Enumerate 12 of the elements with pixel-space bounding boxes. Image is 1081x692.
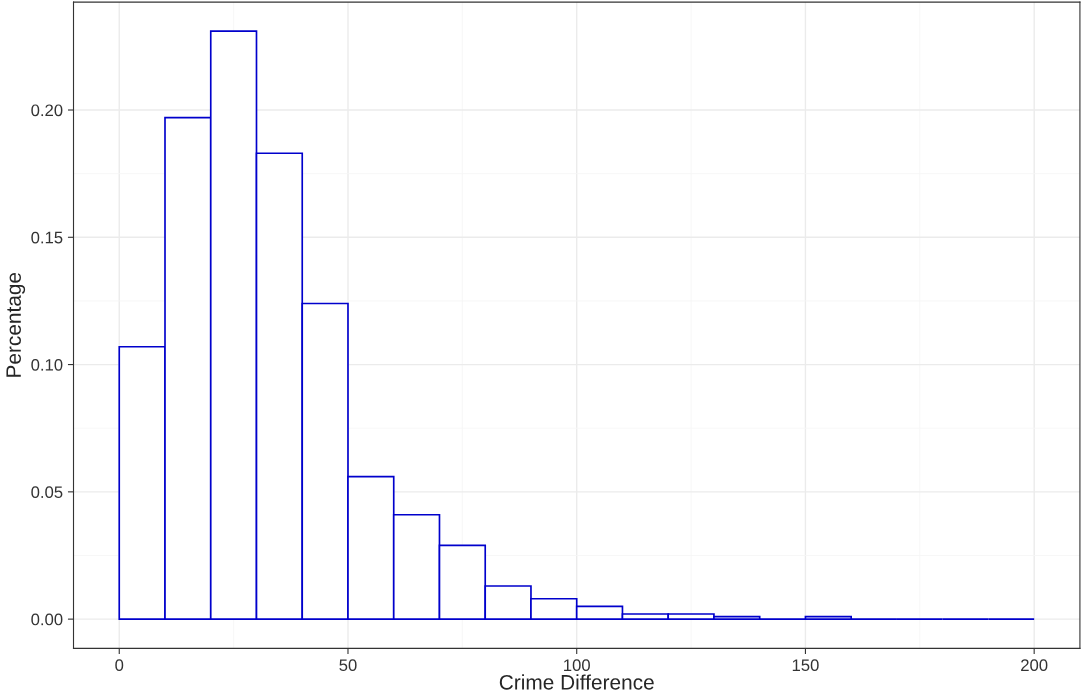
x-axis-title: Crime Difference bbox=[499, 674, 654, 690]
y-tick-label: 0.15 bbox=[31, 231, 63, 244]
x-tick-label: 50 bbox=[339, 659, 357, 672]
y-tick-label: 0.20 bbox=[31, 104, 63, 117]
x-tick-label: 150 bbox=[792, 659, 819, 672]
y-tick-label: 0.05 bbox=[31, 486, 63, 499]
x-tick-label: 100 bbox=[564, 659, 590, 672]
y-tick-label: 0.10 bbox=[31, 358, 63, 371]
x-tick-label: 200 bbox=[1021, 659, 1048, 672]
y-axis-title: Percentage bbox=[6, 272, 26, 377]
y-tick-label: 0.00 bbox=[31, 613, 63, 626]
x-tick-label: 0 bbox=[115, 659, 124, 672]
